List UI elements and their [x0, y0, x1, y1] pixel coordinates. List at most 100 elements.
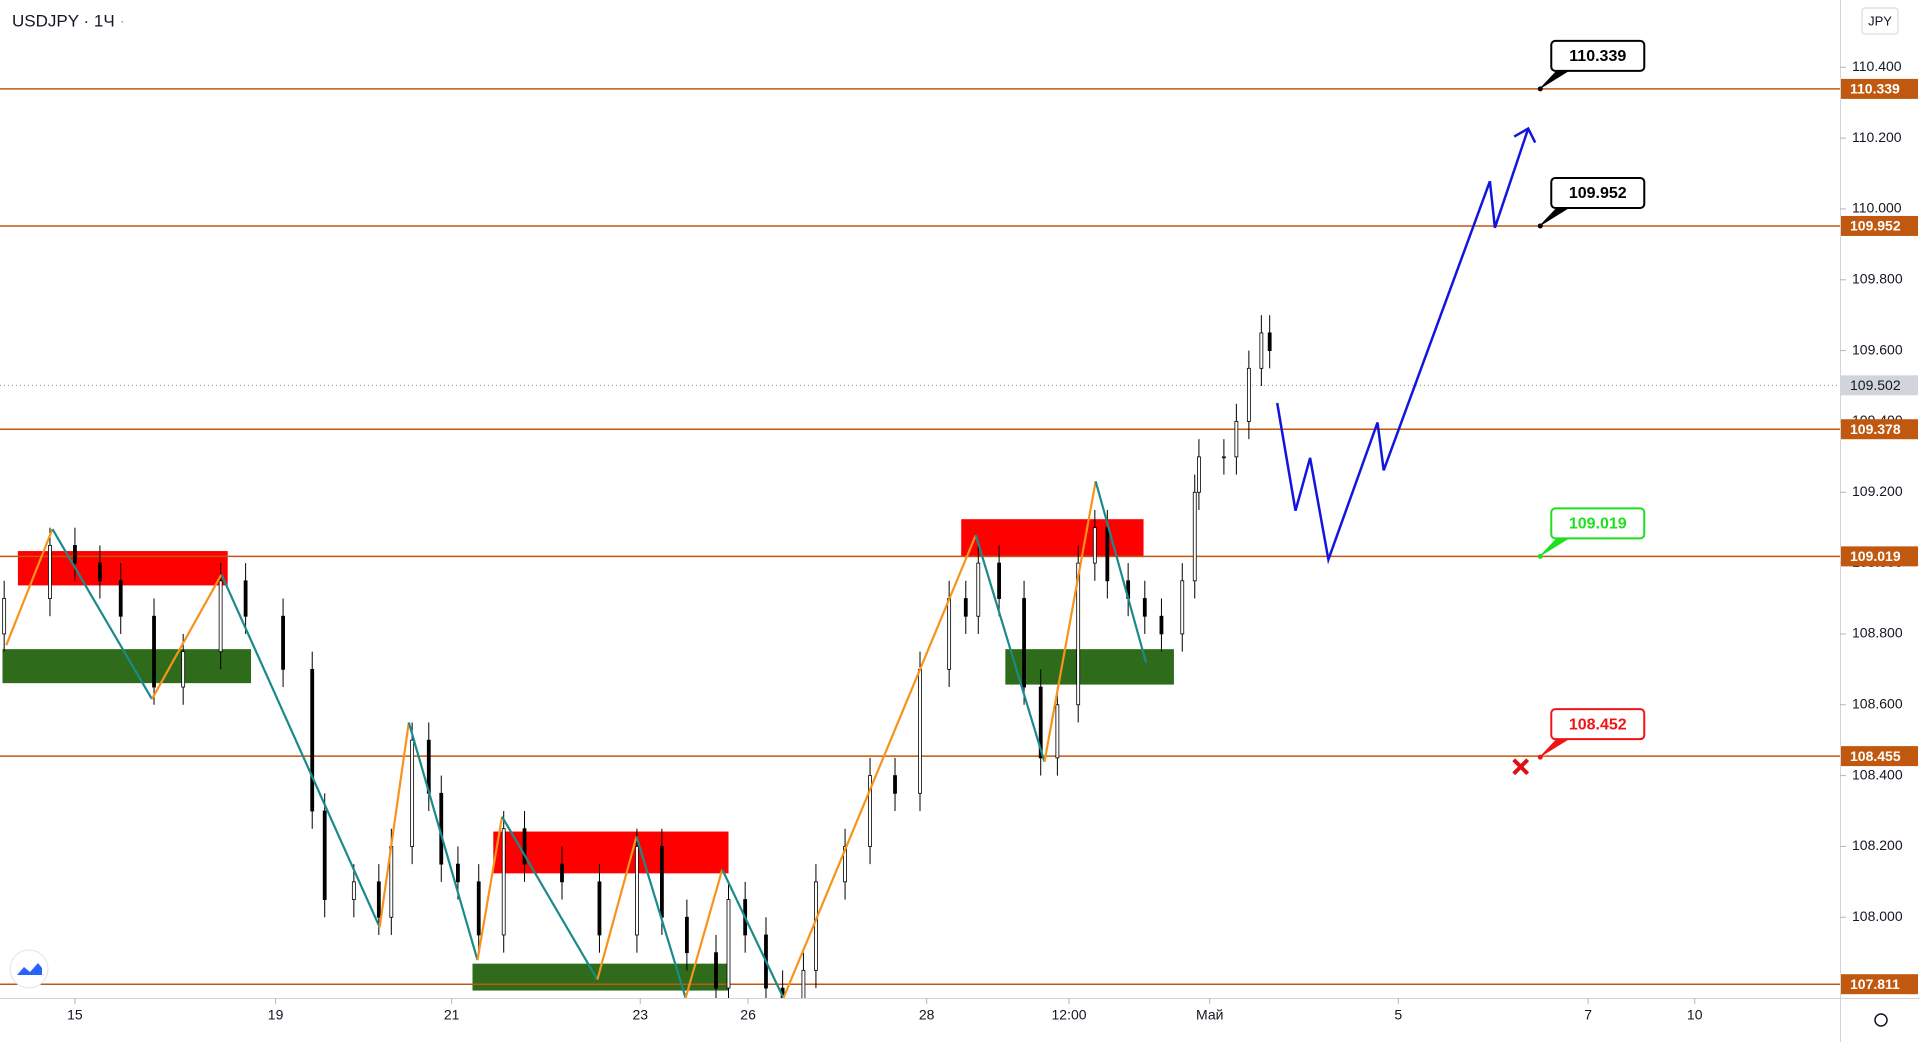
x-tick-label: 21 [444, 1007, 460, 1023]
zigzag-segment [378, 722, 410, 928]
candle-body [501, 828, 506, 936]
x-tick-label: 26 [740, 1007, 756, 1023]
candle-body [1022, 598, 1026, 688]
y-tick-label: 108.800 [1852, 625, 1903, 641]
price-axis-tag [1841, 78, 1918, 99]
zigzag-segment [635, 836, 687, 998]
candle-body [560, 863, 564, 883]
y-tick-label: 108.400 [1852, 766, 1903, 782]
x-tick-label: 7 [1584, 1007, 1592, 1023]
logo[interactable] [9, 949, 49, 989]
x-tick-label: 28 [919, 1007, 935, 1023]
candle-body [152, 615, 156, 688]
y-tick-label: 110.200 [1852, 129, 1902, 145]
candle-body [281, 615, 285, 670]
candle-body [2, 598, 7, 635]
zigzag-segment [5, 528, 54, 646]
callout-box [1550, 176, 1646, 209]
y-tick-label: 109.200 [1852, 483, 1903, 499]
callout-label: 109.019 [1569, 516, 1627, 533]
candle-body [597, 881, 602, 936]
x-tick-label: 15 [67, 1007, 83, 1023]
price-axis-tag [1841, 546, 1918, 567]
callout-box [1550, 39, 1646, 72]
overlay: 110.339 109.952 109.019 108.452 [1537, 39, 1646, 760]
y-tick-label: 109.600 [1852, 341, 1903, 357]
candle-body [963, 598, 968, 617]
candle-body [976, 562, 981, 617]
callout-label: 109.952 [1569, 185, 1627, 202]
logo-mark[interactable] [17, 963, 42, 975]
candle-body [1105, 527, 1110, 582]
candle-body [322, 810, 327, 900]
zigzag-segment [721, 868, 785, 998]
candle-body [98, 562, 102, 582]
price-axis-tag [1841, 746, 1918, 767]
candle-body [118, 580, 123, 617]
currency-label[interactable]: JPY [1868, 13, 1892, 28]
callout-box [1550, 507, 1646, 540]
candle-body [1092, 527, 1097, 564]
candle-body [947, 598, 952, 670]
price-axis-tag [1841, 215, 1918, 236]
callout-label: 108.452 [1569, 716, 1627, 733]
candle-body [997, 562, 1001, 599]
zigzag-segment [150, 573, 223, 700]
stop-marker [1512, 758, 1530, 776]
price-axis-tag [1841, 375, 1918, 396]
logo-circle[interactable] [9, 949, 49, 989]
candle-body [801, 969, 806, 998]
candle-body [1159, 615, 1164, 635]
zone [1005, 649, 1174, 685]
x-tick-label: 23 [632, 1007, 648, 1023]
callout-anchor [1537, 553, 1543, 559]
zigzag-segment [782, 534, 977, 998]
symbol-title[interactable]: USDJPY · 1Ч [12, 11, 115, 30]
settings-gear[interactable] [1874, 1013, 1888, 1027]
y-tick-label: 108.000 [1852, 908, 1903, 924]
zone [493, 831, 729, 874]
y-tick-label: 110.000 [1852, 200, 1902, 216]
price-axis-tag-label: 107.811 [1850, 976, 1900, 992]
zone [961, 519, 1144, 558]
projection-arrowhead [1513, 126, 1537, 144]
price-axis-tag-label: 108.455 [1850, 748, 1901, 764]
candle-body [1221, 456, 1226, 459]
candle-body [522, 828, 527, 865]
candle-body [351, 881, 356, 900]
candle-body [1197, 456, 1201, 493]
price-axis-tag [1841, 419, 1918, 440]
candle-body [376, 881, 381, 918]
callout-box [1550, 708, 1646, 741]
price-axis-tag-label: 109.378 [1850, 421, 1901, 437]
callout-anchor [1537, 754, 1543, 760]
zigzag-segment [974, 534, 1046, 763]
x-tick-label: 12:00 [1052, 1007, 1087, 1023]
y-tick-label: 108.200 [1852, 837, 1903, 853]
candle-body [814, 881, 818, 971]
candle-body [918, 668, 922, 794]
candle-body [410, 739, 415, 847]
candle-body [1192, 491, 1197, 582]
projection-path [1275, 128, 1530, 565]
candle-body [73, 544, 77, 564]
candle-body [684, 916, 689, 954]
zigzag-segment [407, 722, 479, 961]
candle-body [181, 651, 186, 688]
zigzag-segment [51, 528, 153, 700]
candle-body [1038, 686, 1043, 759]
candle-body [893, 775, 897, 794]
zigzag-segment [684, 869, 724, 998]
price-axis-tag-label: 110.339 [1850, 81, 1900, 97]
zigzag-segment [1094, 480, 1148, 663]
candle-body [726, 899, 731, 989]
y-tick-label: 109.800 [1852, 270, 1903, 286]
x-tick-label: 10 [1687, 1007, 1703, 1023]
candle-body [1267, 332, 1272, 352]
price-axis-tag-label: 109.952 [1850, 218, 1901, 234]
plot-area [0, 88, 1840, 998]
currency-button[interactable] [1861, 7, 1899, 35]
zigzag-segment [220, 573, 381, 928]
gear-icon[interactable] [1874, 1013, 1888, 1027]
